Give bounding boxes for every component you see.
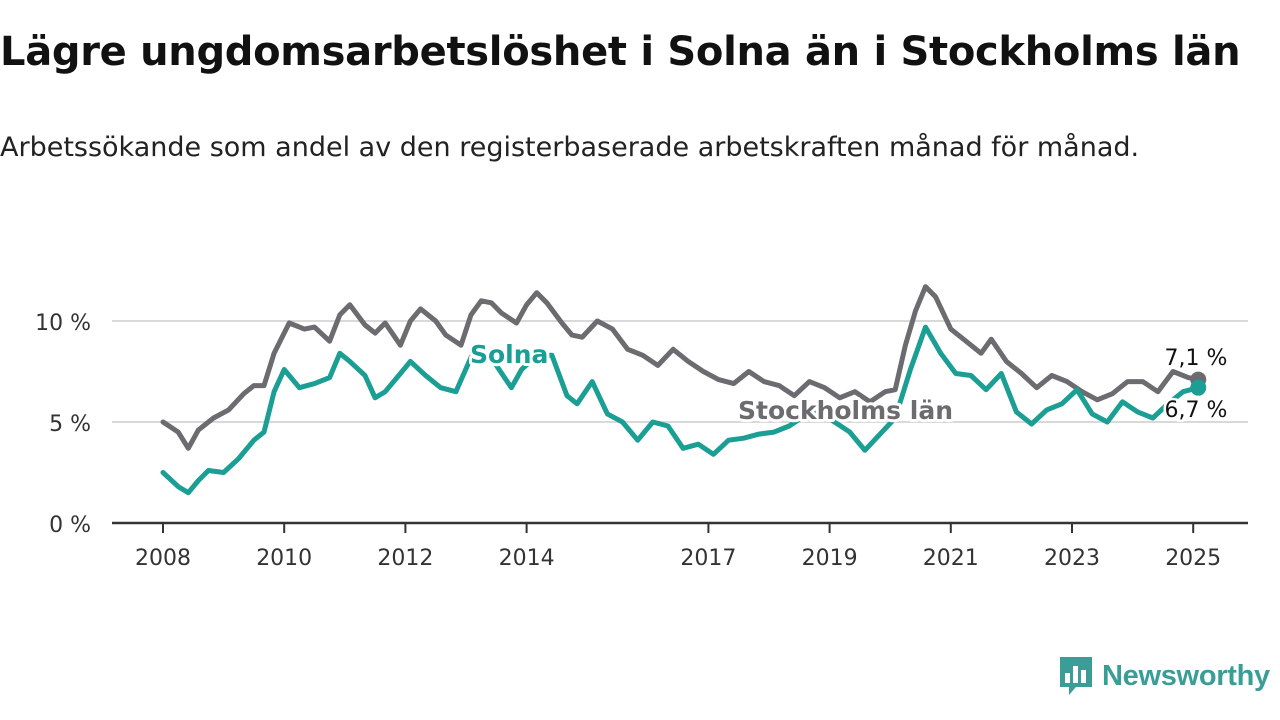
gridlines bbox=[112, 320, 1248, 423]
chart-subtitle: Arbetssökande som andel av den registerb… bbox=[0, 132, 1140, 163]
x-tick-label: 2008 bbox=[135, 546, 191, 571]
newsworthy-logo: Newsworthy bbox=[1058, 655, 1270, 697]
x-tick-label: 2019 bbox=[802, 546, 858, 571]
end-value-label: 6,7 % bbox=[1165, 398, 1228, 423]
x-tick-label: 2014 bbox=[499, 546, 555, 571]
bar-chart-speech-bubble-icon bbox=[1060, 657, 1092, 695]
series-label-stockholms-län: Stockholms län bbox=[738, 396, 953, 425]
x-tick-label: 2023 bbox=[1044, 546, 1100, 571]
end-point-solna bbox=[1190, 379, 1207, 396]
x-tick-label: 2010 bbox=[256, 546, 312, 571]
brand-name: Newsworthy bbox=[1102, 659, 1270, 692]
series-line-solna bbox=[160, 324, 1201, 496]
y-tick-label: 5 % bbox=[49, 412, 91, 437]
axes: 0 % 5 % 10 % 2008 2010 2012 2014 2017 2019 2021 20… bbox=[35, 311, 1248, 571]
chart-title: Lägre ungdomsarbetslöshet i Solna än i S… bbox=[0, 29, 1241, 75]
labels: Solna Stockholms län 7,1 % 6,7 % bbox=[467, 337, 1230, 428]
line-chart: 0 % 5 % 10 % 2008 2010 2012 2014 2017 2019 2021 20… bbox=[35, 284, 1248, 571]
end-value-label: 7,1 % bbox=[1165, 346, 1228, 371]
x-tick-label: 2025 bbox=[1165, 546, 1221, 571]
series-label-solna: Solna bbox=[470, 340, 548, 369]
y-tick-label: 0 % bbox=[49, 513, 91, 538]
series-lines bbox=[160, 284, 1207, 496]
series-line-stockholms-län bbox=[160, 284, 1201, 451]
x-tick-label: 2017 bbox=[680, 546, 736, 571]
x-tick-label: 2021 bbox=[923, 546, 979, 571]
x-tick-label: 2012 bbox=[377, 546, 433, 571]
y-tick-label: 10 % bbox=[35, 311, 91, 336]
